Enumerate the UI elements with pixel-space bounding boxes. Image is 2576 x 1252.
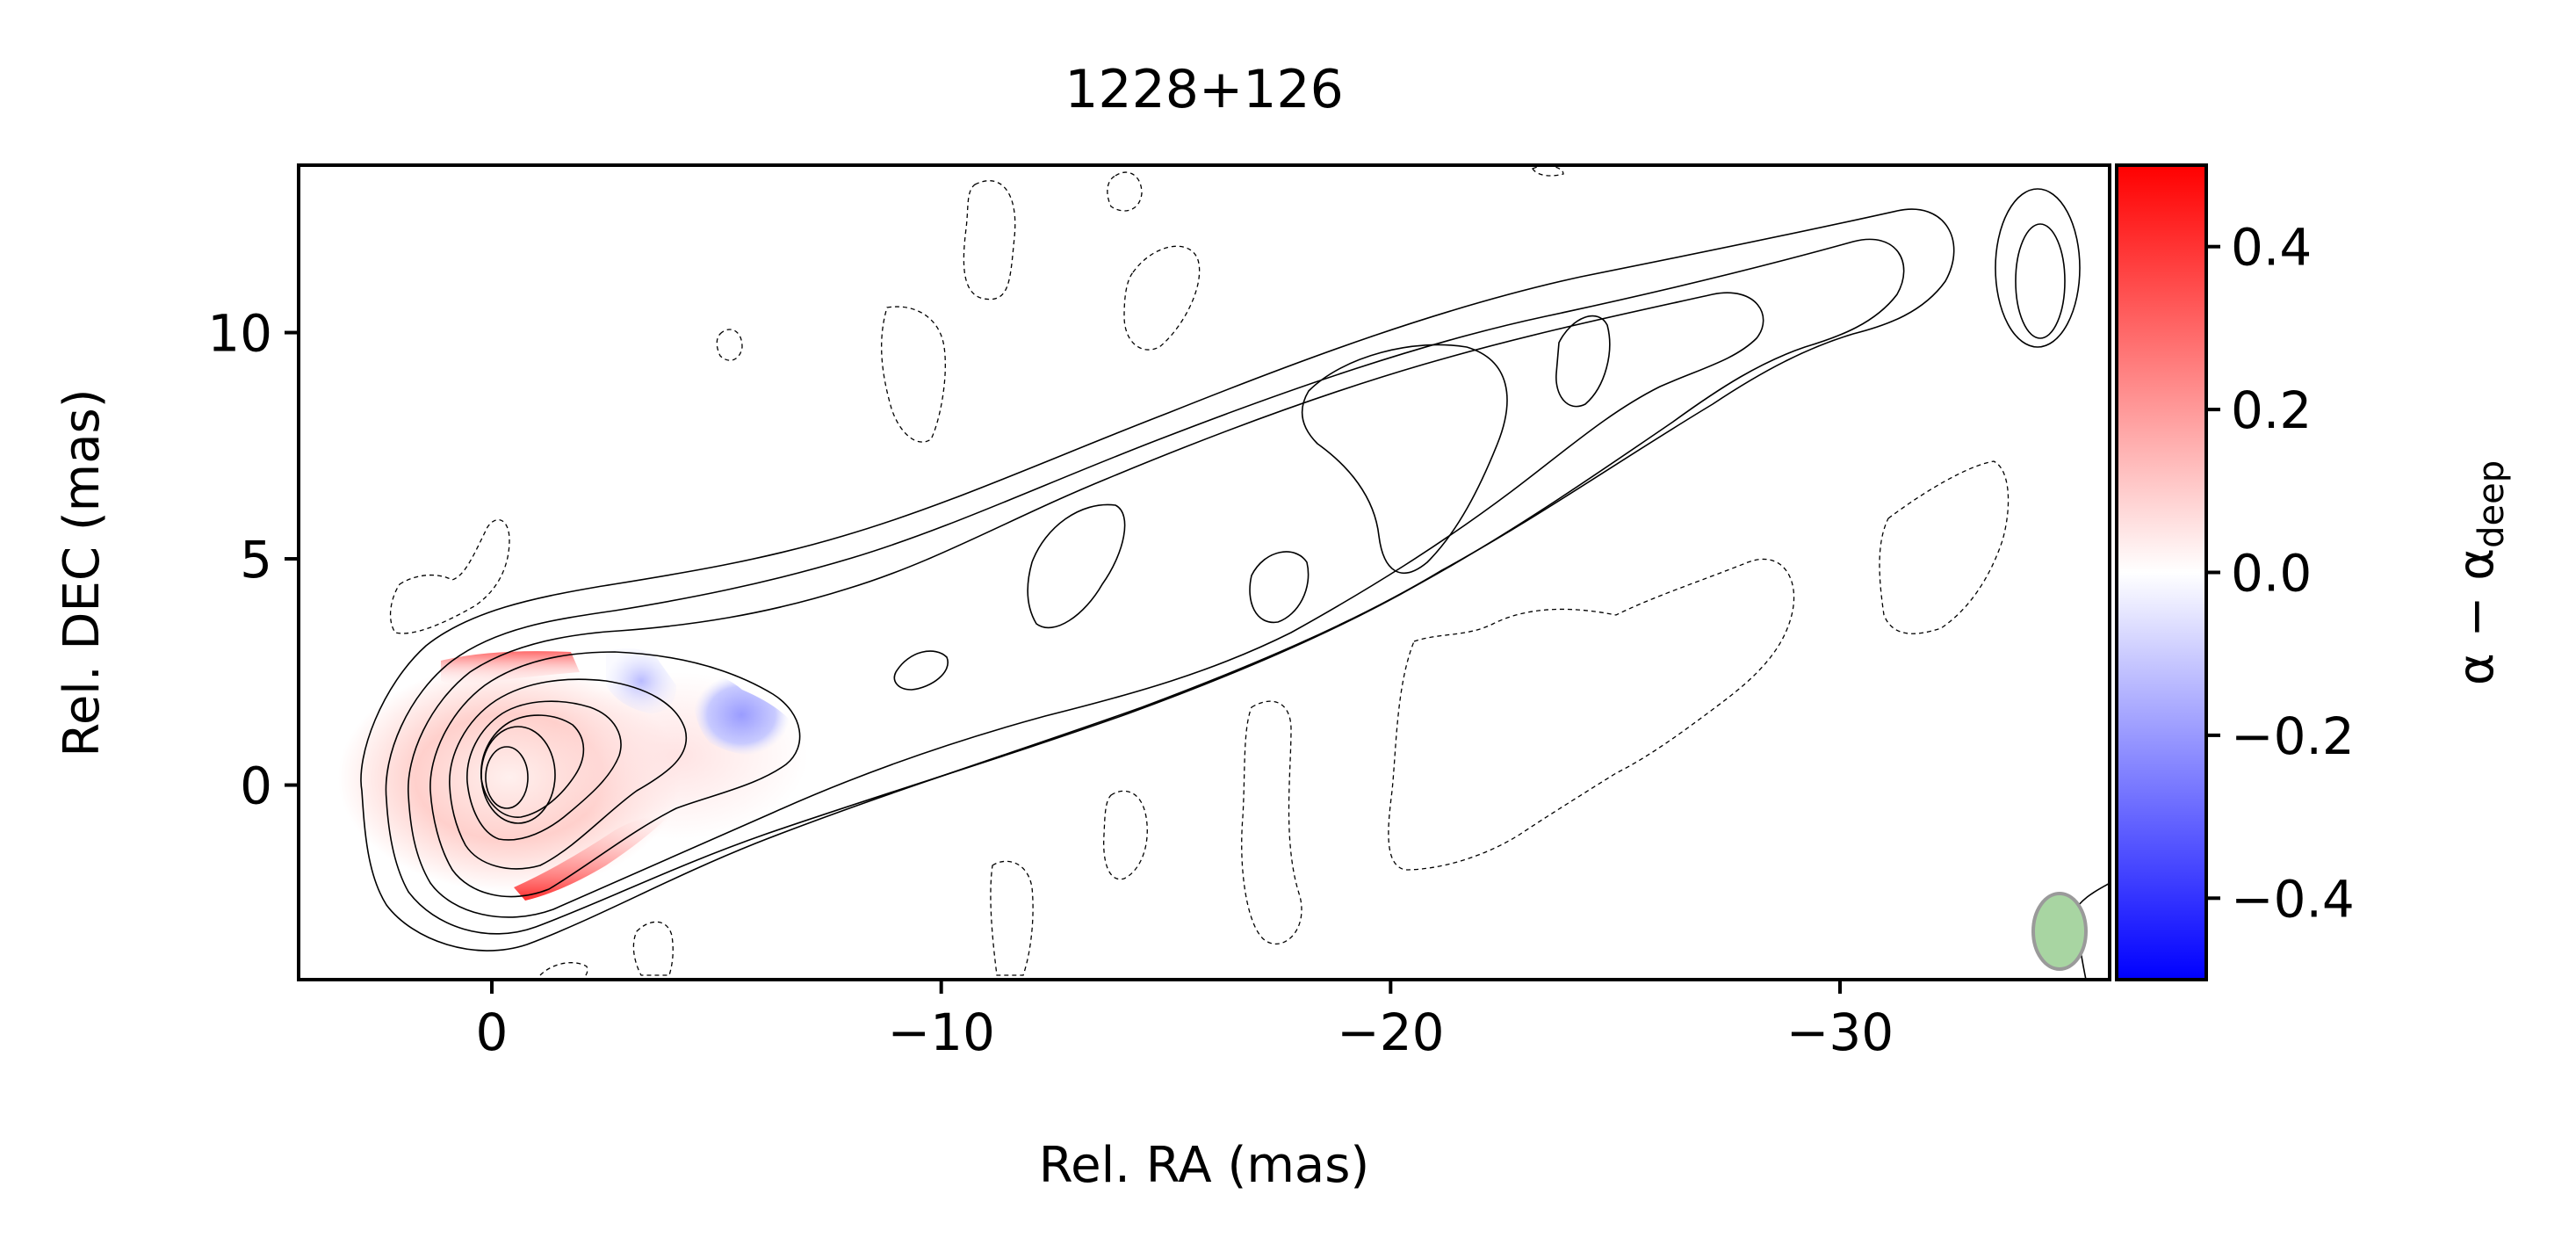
color-region-blue-main	[693, 674, 790, 756]
contour-level-6	[466, 700, 622, 841]
x-axis-label: Rel. RA (mas)	[1039, 1137, 1370, 1194]
y-tick-label: 5	[240, 530, 272, 590]
contour-knot-1	[893, 650, 949, 691]
neg-contour-12	[990, 860, 1034, 976]
neg-contour-5	[716, 329, 743, 361]
contour-level-7	[480, 714, 585, 818]
contour-knot-5	[1555, 315, 1611, 408]
x-tick-label: −20	[1337, 1002, 1444, 1062]
neg-contour-2	[1107, 171, 1143, 212]
colorbar-tick-label: −0.2	[2231, 706, 2355, 766]
neg-contour-1	[963, 180, 1016, 300]
colorbar-label-main: α − α	[2448, 548, 2505, 685]
color-region-south-red	[514, 816, 667, 901]
y-axis-label: Rel. DEC (mas)	[54, 388, 111, 756]
plot-area	[338, 165, 2110, 980]
y-tick-label: 10	[207, 304, 272, 364]
chart-title: 1228+126	[1064, 59, 1344, 120]
x-tick-label: −10	[887, 1002, 994, 1062]
neg-contour-9	[1388, 558, 1795, 871]
neg-contour-4	[1532, 165, 1564, 177]
neg-contour-6	[881, 306, 946, 443]
contour-knot-7	[2015, 223, 2066, 339]
neg-contour-8	[1241, 700, 1302, 945]
colorbar-tick-label: 0.0	[2231, 544, 2312, 604]
colorbar-ticks: 0.4 0.2 0.0 −0.2 −0.4	[2206, 218, 2355, 929]
x-axis: 0 −10 −20 −30	[476, 980, 1894, 1062]
contour-level-8	[480, 726, 556, 824]
colorbar-tick-label: 0.2	[2231, 380, 2312, 440]
colorbar-tick-label: −0.4	[2231, 869, 2355, 929]
neg-contour-10	[1879, 460, 2010, 634]
contour-level-5	[449, 678, 688, 870]
neg-contour-7	[389, 518, 510, 634]
contour-level-3	[408, 292, 1764, 918]
colorbar-tick-label: 0.4	[2231, 218, 2312, 278]
contour-knot-2	[1027, 503, 1126, 629]
contour-knot-4	[1301, 344, 1508, 574]
spectral-index-map	[338, 648, 808, 901]
neg-contour-3	[1123, 245, 1201, 351]
contour-level-9	[485, 746, 529, 809]
beam-ellipse	[2031, 892, 2088, 971]
colorbar-label-sub: deep	[2471, 460, 2512, 548]
positive-contours	[360, 188, 2110, 980]
colorbar-label: α − αdeep	[2448, 460, 2512, 685]
y-tick-label: 0	[240, 756, 272, 816]
neg-contour-14	[539, 962, 588, 978]
contour-knot-3	[1249, 551, 1310, 624]
neg-contour-11	[1103, 790, 1148, 880]
contour-level-1	[360, 208, 1955, 952]
color-region-blue-east	[606, 648, 676, 713]
colorbar	[2115, 163, 2208, 981]
contour-level-2	[385, 238, 1905, 935]
x-tick-label: −30	[1786, 1002, 1894, 1062]
contour-knot-6	[1995, 188, 2081, 348]
axes-frame	[297, 163, 2111, 981]
contour-level-4	[429, 651, 801, 898]
neg-contour-13	[632, 921, 674, 976]
negative-contours	[389, 165, 2010, 978]
y-axis: 0 5 10	[207, 304, 299, 816]
x-tick-label: 0	[476, 1002, 509, 1062]
